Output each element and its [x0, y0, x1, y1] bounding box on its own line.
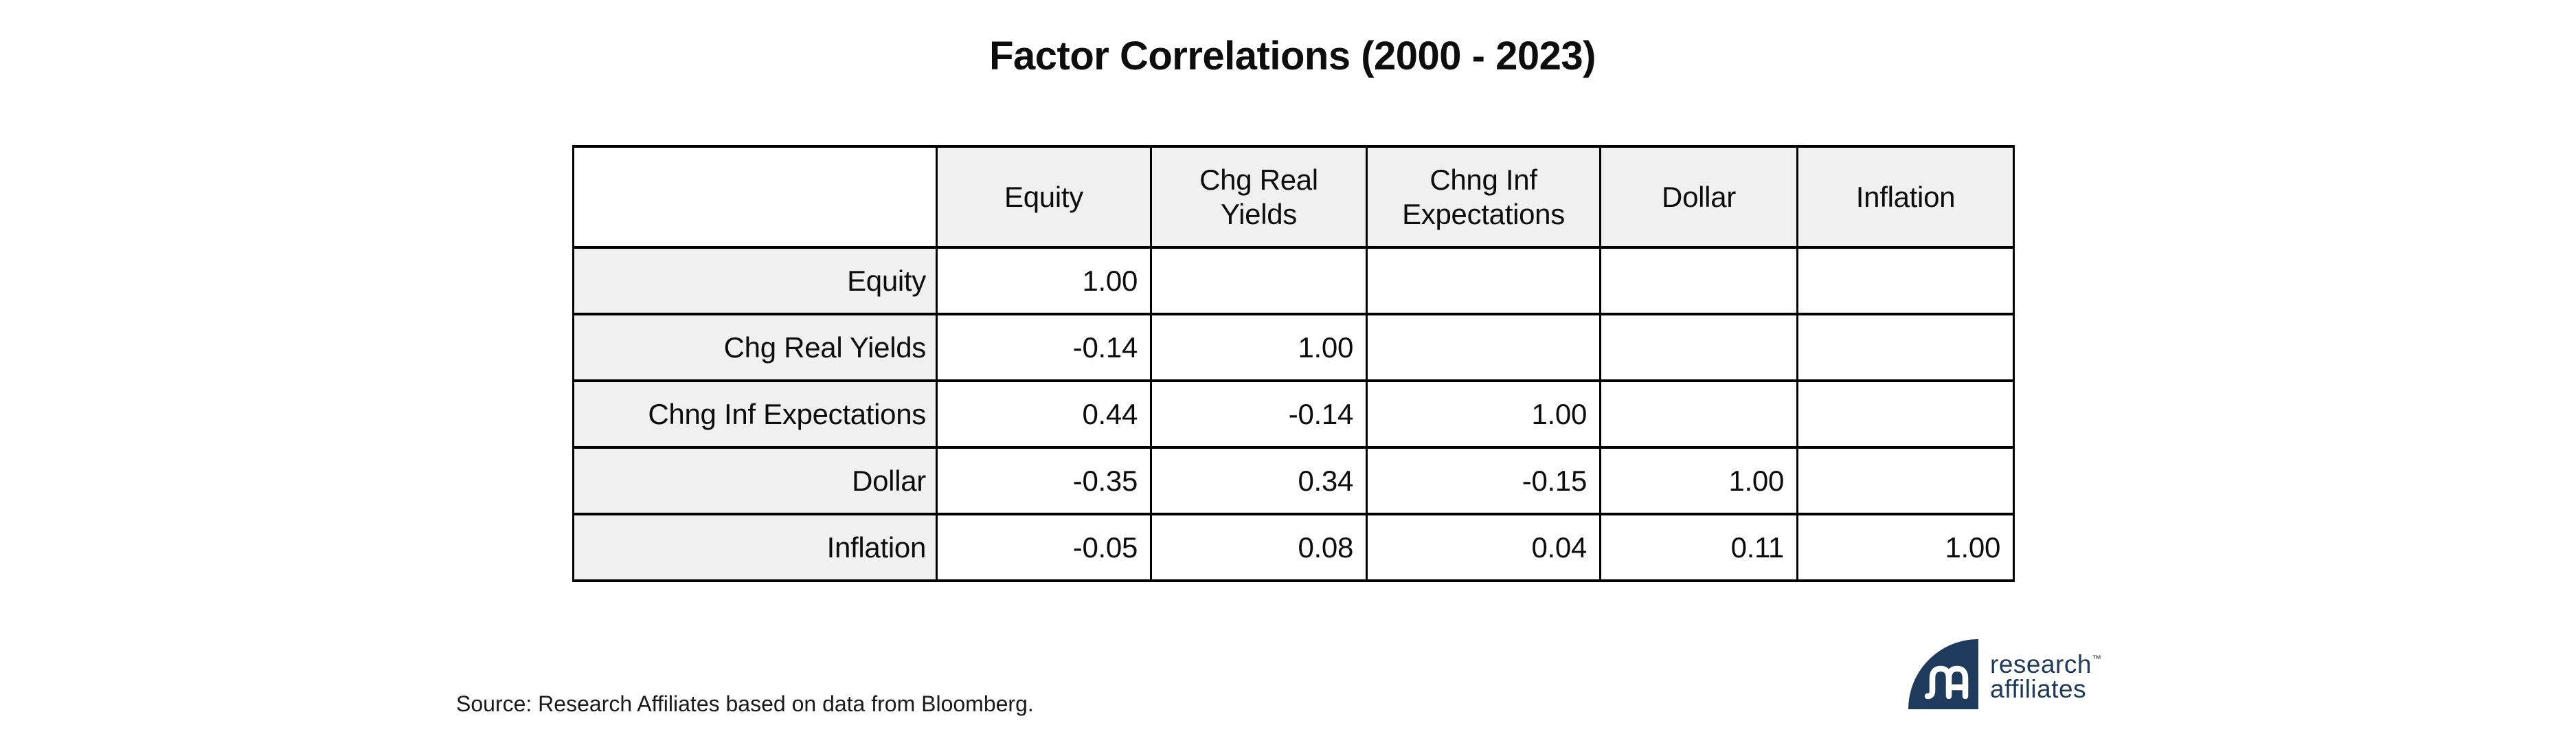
- cell-inflation-equity: -0.05: [936, 513, 1152, 582]
- row-label-equity: Equity: [572, 246, 938, 315]
- row-label-inflation: Inflation: [572, 513, 938, 582]
- header-row: Equity Chg Real Yields Chng Inf Expectat…: [572, 145, 2015, 249]
- column-header-chng-inf-expectations: Chng Inf Expectations: [1366, 145, 1601, 249]
- cell-dollar-chng-inf: -0.15: [1366, 446, 1601, 515]
- column-header-chg-real-yields: Chg Real Yields: [1150, 145, 1368, 249]
- cell-cry-inflation: [1796, 313, 2015, 382]
- cell-cry-equity: -0.14: [936, 313, 1152, 382]
- source-note: Source: Research Affiliates based on dat…: [456, 691, 1034, 716]
- cell-cie-dollar: [1599, 379, 1798, 449]
- table-row-dollar: Dollar -0.35 0.34 -0.15 1.00: [572, 446, 2015, 515]
- cell-equity-chng-inf: [1366, 246, 1601, 315]
- table-row-inflation: Inflation -0.05 0.08 0.04 0.11 1.00: [572, 513, 2015, 582]
- cell-equity-equity: 1.00: [936, 246, 1152, 315]
- column-header-dollar: Dollar: [1599, 145, 1798, 249]
- row-label-dollar: Dollar: [572, 446, 938, 515]
- ra-logo-mark-icon: [1908, 639, 1978, 709]
- cell-inflation-inflation: 1.00: [1796, 513, 2015, 582]
- research-affiliates-logo: research™ affiliates: [1908, 639, 2197, 722]
- cell-cie-equity: 0.44: [936, 379, 1152, 449]
- cell-cry-dollar: [1599, 313, 1798, 382]
- cell-equity-inflation: [1796, 246, 2015, 315]
- row-label-chng-inf-expectations: Chng Inf Expectations: [572, 379, 938, 449]
- cell-cie-chng-inf: 1.00: [1366, 379, 1601, 449]
- cell-equity-chg-real-yields: [1150, 246, 1368, 315]
- corner-cell: [572, 145, 938, 249]
- cell-dollar-inflation: [1796, 446, 2015, 515]
- table-row-equity: Equity 1.00: [572, 246, 2015, 315]
- cell-dollar-dollar: 1.00: [1599, 446, 1798, 515]
- cell-inflation-chg-real-yields: 0.08: [1150, 513, 1368, 582]
- ra-wordmark-line1: research: [1990, 650, 2092, 678]
- ra-wordmark-line2: affiliates: [1990, 675, 2087, 703]
- column-header-equity: Equity: [936, 145, 1152, 249]
- table-body: Equity 1.00 Chg Real Yields -0.14 1.00 C…: [572, 246, 2015, 582]
- cell-inflation-dollar: 0.11: [1599, 513, 1798, 582]
- correlation-table: Equity Chg Real Yields Chng Inf Expectat…: [572, 145, 2015, 582]
- ra-wordmark: research™ affiliates: [1990, 646, 2101, 702]
- cell-cry-chng-inf: [1366, 313, 1601, 382]
- cell-cry-chg-real-yields: 1.00: [1150, 313, 1368, 382]
- table-header: Equity Chg Real Yields Chng Inf Expectat…: [572, 145, 2015, 249]
- cell-inflation-chng-inf: 0.04: [1366, 513, 1601, 582]
- table-row-chng-inf-expectations: Chng Inf Expectations 0.44 -0.14 1.00: [572, 379, 2015, 449]
- cell-cie-inflation: [1796, 379, 2015, 449]
- cell-dollar-chg-real-yields: 0.34: [1150, 446, 1368, 515]
- cell-equity-dollar: [1599, 246, 1798, 315]
- table-row-chg-real-yields: Chg Real Yields -0.14 1.00: [572, 313, 2015, 382]
- page-title: Factor Correlations (2000 - 2023): [989, 34, 1596, 78]
- cell-cie-chg-real-yields: -0.14: [1150, 379, 1368, 449]
- column-header-inflation: Inflation: [1796, 145, 2015, 249]
- row-label-chg-real-yields: Chg Real Yields: [572, 313, 938, 382]
- trademark-symbol: ™: [2091, 653, 2101, 664]
- cell-dollar-equity: -0.35: [936, 446, 1152, 515]
